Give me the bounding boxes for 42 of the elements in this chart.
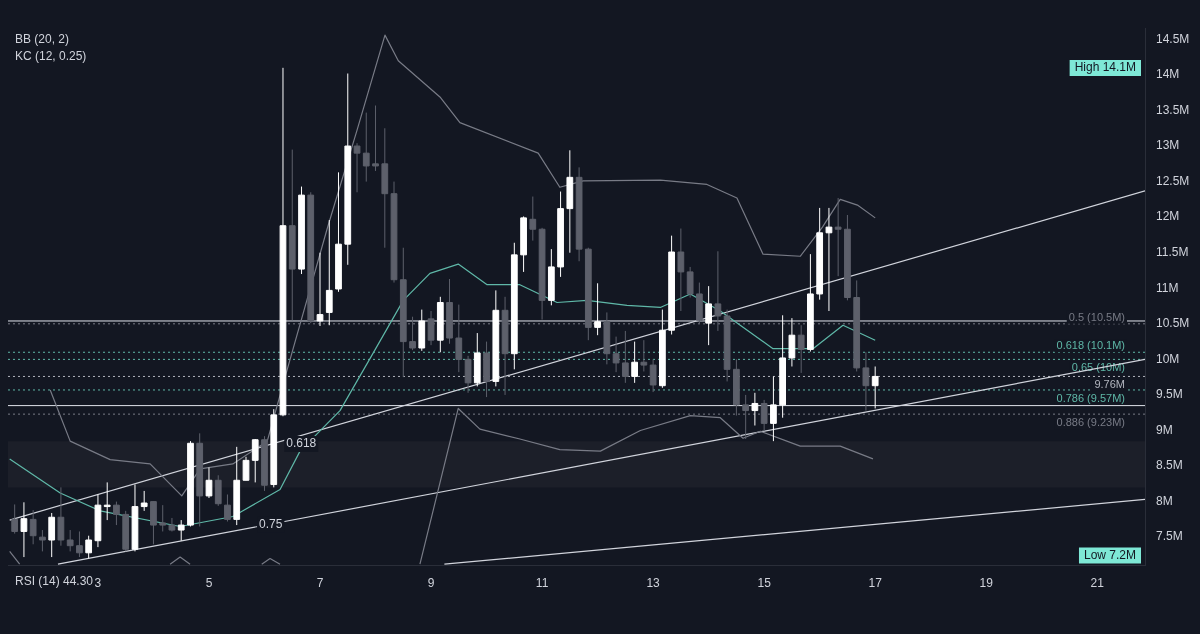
x-tick-label: 17 <box>868 576 883 591</box>
annotation: Low 7.2M <box>1083 547 1137 562</box>
annotation: 0.618 <box>286 436 317 451</box>
candlestick <box>594 282 601 336</box>
candlestick <box>150 501 157 545</box>
x-tick-label: 3 <box>94 576 102 591</box>
x-tick-label: 15 <box>757 576 772 591</box>
annotation: KC (12, 0.25) <box>15 49 87 64</box>
ref-line-label: 0.5 (10.5M) <box>1068 310 1125 323</box>
ref-line-label: 0.886 (9.23M) <box>1056 416 1125 429</box>
y-tick-label: 9.5M <box>1156 387 1183 402</box>
annotation: 0.75 <box>259 516 283 531</box>
y-tick-label: 9M <box>1156 422 1173 437</box>
text: RSI (14) 44.30 <box>15 573 94 588</box>
x-tick-label: 7 <box>316 576 324 591</box>
y-tick-label: 11.5M <box>1156 245 1189 260</box>
ref-line-label: 0.786 (9.57M) <box>1056 391 1125 404</box>
x-tick-label: 9 <box>427 576 435 591</box>
y-tick-label: 7.5M <box>1156 529 1183 544</box>
candlestick <box>621 330 629 384</box>
y-tick-label: 14M <box>1156 67 1180 82</box>
x-tick-label: 21 <box>1090 576 1105 591</box>
x-tick-label: 19 <box>979 576 994 591</box>
y-tick-label: 11M <box>1156 280 1179 295</box>
ref-line-label: 9.76M <box>1094 378 1125 391</box>
x-tick-label: 11 <box>535 576 549 591</box>
x-tick-label: 5 <box>205 576 213 591</box>
x-tick-label: 13 <box>646 576 661 591</box>
annotation: BB (20, 2) <box>15 32 70 47</box>
ref-line-label: 0.618 (10.1M) <box>1056 339 1125 352</box>
candlestick <box>705 285 713 346</box>
y-tick-label: 10M <box>1156 351 1180 366</box>
candlestick <box>770 375 777 442</box>
y-tick-label: 8.5M <box>1156 458 1183 473</box>
y-tick-label: 12M <box>1156 209 1180 224</box>
y-tick-label: 14.5M <box>1156 31 1190 46</box>
annotation: High 14.1M <box>1074 60 1137 75</box>
y-tick-label: 8M <box>1156 493 1173 508</box>
y-tick-label: 12.5M <box>1156 173 1190 188</box>
y-tick-label: 13M <box>1156 138 1180 153</box>
y-tick-label: 13.5M <box>1156 102 1190 117</box>
y-tick-label: 10.5M <box>1156 316 1190 331</box>
